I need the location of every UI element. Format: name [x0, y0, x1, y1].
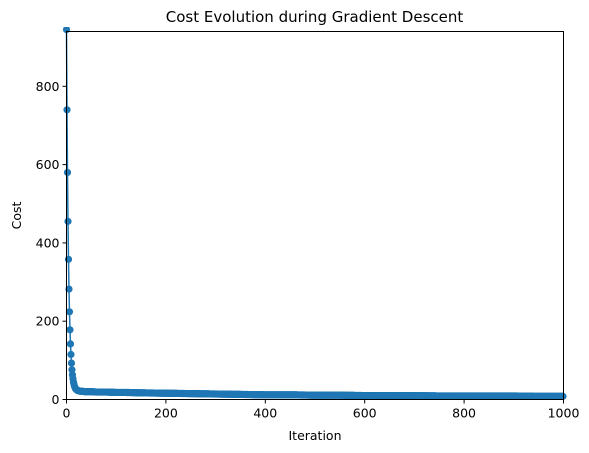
cost-data-point: [66, 326, 74, 334]
x-tick-label: 1000: [548, 406, 580, 421]
cost-data-point: [65, 308, 74, 316]
x-tick-label: 400: [253, 406, 277, 421]
y-tick-label: 400: [36, 235, 60, 250]
x-tick-label: 800: [452, 406, 476, 421]
x-tick-label: 200: [154, 406, 178, 421]
y-tick-label: 600: [36, 157, 60, 172]
cost-data-point: [66, 340, 75, 348]
y-tick-label: 200: [36, 314, 60, 329]
y-axis-label: Cost: [9, 202, 24, 230]
x-axis-label: Iteration: [288, 428, 341, 443]
cost-data-point: [64, 217, 72, 225]
series-layer: [62, 27, 567, 400]
x-tick-label: 0: [63, 406, 71, 421]
x-axis-ticks: 0 200 400 600 800 1000: [63, 399, 580, 421]
plot-area: [62, 27, 567, 400]
cost-data-point: [67, 359, 76, 367]
chart-title: Cost Evolution during Gradient Descent: [166, 8, 464, 26]
cost-data-point: [63, 168, 72, 177]
y-axis-ticks: 0 200 400 600 800: [36, 79, 67, 407]
y-tick-label: 800: [36, 79, 60, 94]
x-tick-label: 600: [353, 406, 377, 421]
y-tick-label: 0: [52, 392, 60, 407]
cost-data-point: [65, 285, 73, 293]
cost-data-point: [64, 255, 73, 263]
cost-data-point: [67, 350, 75, 359]
axes-frame: [66, 31, 564, 400]
